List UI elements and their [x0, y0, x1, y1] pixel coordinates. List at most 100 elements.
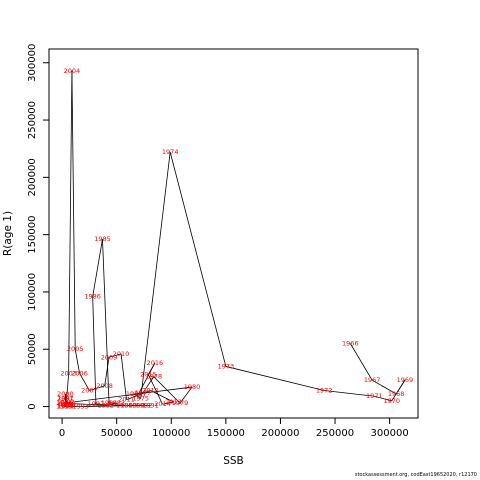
footnote: stockassessment.org, codEast19652020, r1… — [354, 472, 477, 478]
point-label-1997: 1997 — [57, 395, 74, 403]
point-label-1999: 1999 — [59, 400, 76, 408]
y-tick-label: 0 — [27, 403, 38, 409]
point-label-1974: 1974 — [162, 148, 179, 156]
point-label-2002: 2002 — [58, 398, 75, 406]
segment-1970-1971 — [374, 395, 392, 402]
point-label-2009: 2009 — [101, 353, 118, 361]
point-label-2003: 2003 — [60, 369, 77, 377]
x-tick-label: 200000 — [261, 428, 299, 439]
segment-1987-1988 — [95, 403, 129, 406]
segment-1967-1968 — [371, 379, 397, 395]
segment-1974-1975 — [140, 152, 171, 399]
segment-1986-1987 — [92, 296, 97, 405]
segment-2014-2015 — [147, 374, 163, 405]
point-label-2004: 2004 — [64, 67, 81, 75]
point-label-2012: 2012 — [142, 386, 159, 394]
segment-1971-1972 — [324, 390, 375, 397]
point-label-1996: 1996 — [57, 400, 74, 408]
point-label-1984: 1984 — [101, 399, 118, 407]
segment-1979-1980 — [179, 386, 193, 404]
x-tick-label: 100000 — [152, 428, 190, 439]
point-label-1992: 1992 — [136, 401, 153, 409]
segment-2013-2014 — [162, 401, 174, 405]
point-label-2005: 2005 — [67, 345, 84, 353]
axes: 0 50000 100000 150000 200000 250000 300000 0 500… — [27, 44, 409, 439]
segment-1973-1974 — [169, 152, 227, 367]
x-tick-label: 0 — [59, 428, 65, 439]
point-label-1985: 1985 — [94, 235, 111, 243]
point-label-1998: 1998 — [57, 401, 74, 409]
y-tick-label: 200000 — [27, 158, 38, 196]
point-label-2008: 2008 — [96, 382, 113, 390]
point-label-1993: 1993 — [72, 403, 89, 411]
segment-2002-2003 — [66, 373, 70, 402]
point-label-1967: 1967 — [364, 376, 381, 384]
point-label-2015: 2015 — [140, 370, 157, 378]
y-tick-label: 50000 — [27, 333, 38, 365]
x-axis-title: SSB — [223, 455, 244, 467]
segment-2005-2006 — [74, 349, 80, 374]
plot-frame — [48, 48, 419, 419]
segment-2004-2005 — [71, 70, 76, 350]
point-label-1975: 1975 — [132, 395, 149, 403]
point-label-1995: 1995 — [56, 403, 73, 411]
segment-1998-1999 — [65, 403, 68, 406]
segment-2007-2008 — [89, 385, 105, 391]
point-label-2010: 2010 — [113, 350, 130, 358]
point-label-2006: 2006 — [71, 369, 88, 377]
segment-2008-2009 — [104, 357, 110, 386]
point-label-1972: 1972 — [316, 386, 333, 394]
segment-2012-2013 — [150, 390, 174, 403]
y-tick-label: 250000 — [27, 101, 38, 139]
point-label-2007: 2007 — [81, 386, 98, 394]
x-tick-label: 150000 — [207, 428, 245, 439]
segment-2011-2012 — [126, 390, 151, 401]
point-label-2011: 2011 — [118, 396, 135, 404]
point-label-1979: 1979 — [172, 399, 189, 407]
point-label-1990: 1990 — [128, 401, 145, 409]
point-label-1983: 1983 — [108, 399, 125, 407]
point-label-1969: 1969 — [397, 376, 414, 384]
point-label-2013: 2013 — [165, 398, 182, 406]
point-label-2001: 2001 — [57, 395, 74, 403]
segment-2003-2004 — [68, 70, 73, 374]
point-label-1968: 1968 — [388, 390, 405, 398]
segment-1975-1976 — [133, 393, 141, 399]
point-label-2017: 2017 — [130, 390, 147, 398]
point-label-1977: 1977 — [135, 389, 152, 397]
point-label-1986: 1986 — [84, 293, 101, 301]
point-label-1991: 1991 — [142, 401, 159, 409]
y-tick-label: 150000 — [27, 216, 38, 254]
segment-2010-2011 — [120, 353, 127, 400]
segment-1985-1986 — [92, 239, 103, 297]
segment-1977-1978 — [142, 376, 155, 394]
point-label-1966: 1966 — [342, 340, 359, 348]
segment-1980-1981 — [64, 386, 193, 404]
point-label-1989: 1989 — [116, 401, 133, 409]
segment-1992-1993 — [80, 404, 144, 407]
x-tick-label: 250000 — [316, 428, 354, 439]
x-tick-label: 50000 — [101, 428, 133, 439]
point-label-1976: 1976 — [126, 390, 143, 398]
segment-1969-1970 — [391, 379, 406, 402]
point-label-1981: 1981 — [56, 399, 73, 407]
point-label-2016: 2016 — [147, 359, 164, 367]
point-label-1971: 1971 — [366, 392, 383, 400]
point-label-1994: 1994 — [57, 403, 74, 411]
point-label-1982: 1982 — [97, 401, 114, 409]
point-label-2000: 2000 — [57, 390, 74, 398]
segment-1972-1973 — [225, 366, 325, 391]
segment-2016-2017 — [138, 362, 156, 395]
point-label-2014: 2014 — [154, 400, 171, 408]
point-label-1973: 1973 — [218, 362, 235, 370]
segment-1981-1982 — [64, 402, 106, 406]
segment-2006-2007 — [79, 373, 90, 391]
y-tick-label: 100000 — [27, 273, 38, 311]
y-axis-title: R(age 1) — [2, 211, 14, 256]
segment-1984-1985 — [102, 239, 110, 404]
point-label-1988: 1988 — [120, 401, 137, 409]
x-tick-label: 300000 — [371, 428, 409, 439]
series-line — [63, 70, 406, 407]
